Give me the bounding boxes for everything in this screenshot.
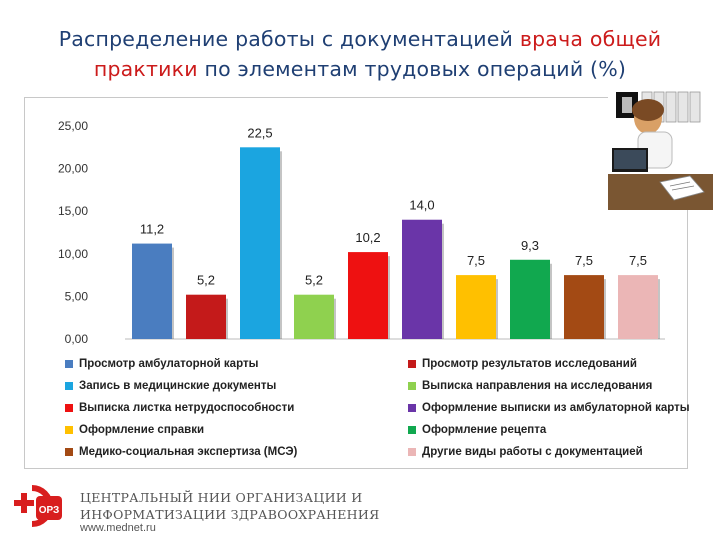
data-label: 5,2 (197, 273, 215, 288)
logo-text: ОРЗ (39, 505, 60, 516)
data-label: 9,3 (521, 238, 539, 253)
page-title: Распределение работы с документацией вра… (0, 24, 720, 84)
title-part1: Распределение работы с документацией (58, 27, 520, 51)
org-line-1: ЦЕНТРАЛЬНЫЙ НИИ ОРГАНИЗАЦИИ И (80, 490, 363, 505)
bar (402, 219, 442, 339)
organization-name: ЦЕНТРАЛЬНЫЙ НИИ ОРГАНИЗАЦИИ И ИНФОРМАТИЗ… (80, 489, 379, 523)
y-tick-label: 25,00 (58, 119, 88, 133)
y-tick-label: 15,00 (58, 204, 88, 218)
legend-label: Другие виды работы с документацией (422, 446, 643, 458)
legend-swatch (65, 404, 73, 412)
legend-item: Оформление рецепта (408, 424, 546, 436)
doctor-illustration (608, 88, 713, 210)
y-tick-label: 20,00 (58, 162, 88, 176)
legend-swatch (65, 448, 73, 456)
legend-item: Медико-социальная экспертиза (МСЭ) (65, 446, 297, 458)
data-label: 14,0 (409, 198, 434, 213)
institute-logo: ОРЗ (14, 485, 62, 527)
bar (510, 259, 550, 339)
legend-item: Просмотр результатов исследований (408, 358, 637, 370)
bar (186, 294, 226, 339)
bar (294, 294, 334, 339)
legend-item: Выписка направления на исследования (408, 380, 652, 392)
data-label: 7,5 (575, 253, 593, 268)
legend-item: Выписка листка нетрудоспособности (65, 402, 294, 414)
y-tick-label: 0,00 (65, 332, 89, 346)
bar (564, 275, 604, 339)
data-label: 7,5 (467, 253, 485, 268)
bar (240, 147, 280, 339)
legend-swatch (408, 360, 416, 368)
org-line-2: ИНФОРМАТИЗАЦИИ ЗДРАВООХРАНЕНИЯ (80, 507, 380, 522)
legend-label: Выписка листка нетрудоспособности (79, 402, 295, 414)
bar (456, 275, 496, 339)
data-label: 10,2 (355, 230, 380, 245)
legend-item: Оформление выписки из амбулаторной карты (408, 402, 690, 414)
y-tick-label: 10,00 (58, 247, 88, 261)
legend-label: Просмотр результатов исследований (422, 358, 637, 370)
data-label: 7,5 (629, 253, 647, 268)
legend-label: Просмотр амбулаторной карты (79, 358, 259, 370)
bar (618, 275, 658, 339)
legend-label: Запись в медицинские документы (79, 380, 277, 392)
chart-frame: 0,00 5,00 10,00 15,00 20,00 25,00 11,2 5,2 22,5 5… (24, 97, 690, 469)
bar-chart: 0,00 5,00 10,00 15,00 20,00 25,00 11,2 5,2 22,5 5… (58, 119, 665, 346)
legend-label: Выписка направления на исследования (422, 380, 653, 392)
data-label: 11,2 (140, 222, 164, 237)
legend-label: Медико-социальная экспертиза (МСЭ) (79, 446, 298, 458)
legend-item: Оформление справки (65, 424, 204, 436)
data-label: 5,2 (305, 273, 323, 288)
title-part4: по элементам трудовых операций (%) (197, 57, 627, 81)
data-label: 22,5 (247, 125, 272, 140)
legend-swatch (408, 448, 416, 456)
legend-swatch (65, 382, 73, 390)
legend-label: Оформление справки (79, 424, 205, 436)
legend-swatch (408, 382, 416, 390)
title-highlight-2: практики (93, 57, 198, 81)
legend-swatch (65, 426, 73, 434)
legend-item: Просмотр амбулаторной карты (65, 358, 258, 370)
legend-item: Другие виды работы с документацией (408, 446, 643, 458)
legend-swatch (408, 404, 416, 412)
legend-swatch (408, 426, 416, 434)
bar (348, 252, 388, 339)
legend-label: Оформление выписки из амбулаторной карты (422, 402, 690, 414)
bar (132, 243, 172, 339)
legend-item: Запись в медицинские документы (65, 380, 276, 392)
legend-swatch (65, 360, 73, 368)
title-highlight-1: врача общей (519, 27, 662, 51)
legend-label: Оформление рецепта (422, 424, 547, 436)
y-tick-label: 5,00 (65, 289, 89, 303)
website-link[interactable]: www.mednet.ru (80, 522, 156, 534)
